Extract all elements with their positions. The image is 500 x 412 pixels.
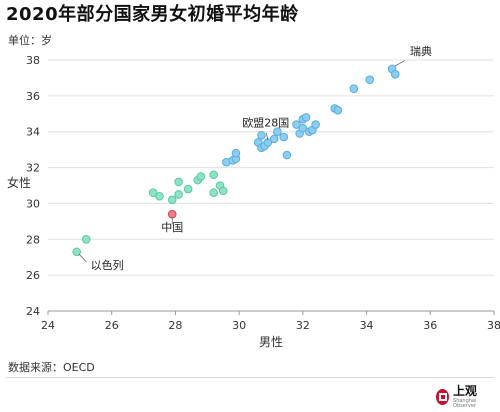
chart-title: 2020年部分国家男女初婚平均年龄 — [6, 4, 299, 25]
unit-label: 单位：岁 — [8, 34, 52, 47]
data-point-green — [81, 234, 91, 244]
data-point-green — [183, 184, 193, 194]
x-tick-label: 34 — [360, 319, 374, 332]
footer-divider — [6, 377, 494, 378]
x-tick-label: 38 — [487, 319, 500, 332]
data-point-blue — [269, 134, 279, 144]
y-tick-label: 32 — [26, 162, 40, 175]
annotation-leader — [266, 132, 269, 141]
data-point-green — [174, 177, 183, 187]
y-tick-label: 34 — [26, 126, 40, 139]
data-point-blue — [349, 84, 359, 93]
data-point-blue — [273, 127, 282, 137]
data-point-blue — [298, 123, 308, 133]
x-tick-label: 28 — [168, 319, 182, 332]
x-axis-label: 男性 — [259, 335, 283, 349]
data-point-green — [174, 190, 183, 199]
y-axis-label: 女性 — [7, 175, 31, 190]
data-point-blue — [311, 120, 320, 129]
logo-subtext: Shanghai Observer — [453, 398, 477, 409]
data-point-green — [72, 247, 81, 257]
tick-labels: 24 26 28 30 32 34 36 38 24 26 28 30 32 34 36 38 — [26, 54, 500, 332]
data-point-blue — [333, 105, 343, 115]
data-point-green — [218, 186, 228, 196]
x-tick-label: 24 — [41, 319, 55, 332]
logo-icon — [436, 389, 450, 405]
data-point-green — [148, 188, 158, 197]
x-tick-label: 36 — [423, 319, 437, 332]
annotation-label: 以色列 — [91, 258, 124, 272]
data-point-blue — [390, 70, 400, 79]
data-point-red — [167, 209, 177, 219]
data-point-green — [209, 188, 218, 197]
data-point-blue — [365, 75, 375, 85]
annotation-label: 欧盟28国 — [242, 116, 289, 129]
data-point-green — [167, 195, 177, 205]
y-tick-label: 36 — [26, 90, 40, 103]
data-point-green — [209, 170, 218, 180]
data-point-blue — [279, 132, 289, 142]
annotation-label: 中国 — [161, 221, 183, 234]
x-tick-label: 26 — [105, 319, 119, 332]
data-point-blue — [292, 120, 301, 129]
annotation-leader — [394, 60, 405, 67]
data-point-blue — [282, 150, 292, 160]
annotation-label: 瑞典 — [410, 44, 432, 58]
y-tick-label: 30 — [26, 197, 40, 210]
y-tick-label: 38 — [26, 54, 40, 67]
y-tick-label: 28 — [26, 233, 40, 246]
logo-text: 上观 — [453, 384, 478, 398]
data-point-blue — [301, 113, 311, 122]
data-point-blue — [257, 131, 266, 140]
source-note: 数据来源：OECD — [8, 361, 95, 374]
y-tick-label: 24 — [26, 305, 40, 318]
y-tick-label: 26 — [26, 269, 40, 282]
data-points — [72, 64, 400, 257]
brand-logo: 上观 Shanghai Observer — [436, 384, 492, 410]
grid-lines — [48, 59, 494, 276]
data-point-blue — [231, 148, 241, 158]
x-tick-label: 32 — [296, 319, 310, 332]
data-point-green — [196, 172, 206, 181]
x-tick-label: 30 — [232, 319, 246, 332]
data-point-green — [155, 191, 164, 201]
annotation-leader — [78, 253, 87, 263]
